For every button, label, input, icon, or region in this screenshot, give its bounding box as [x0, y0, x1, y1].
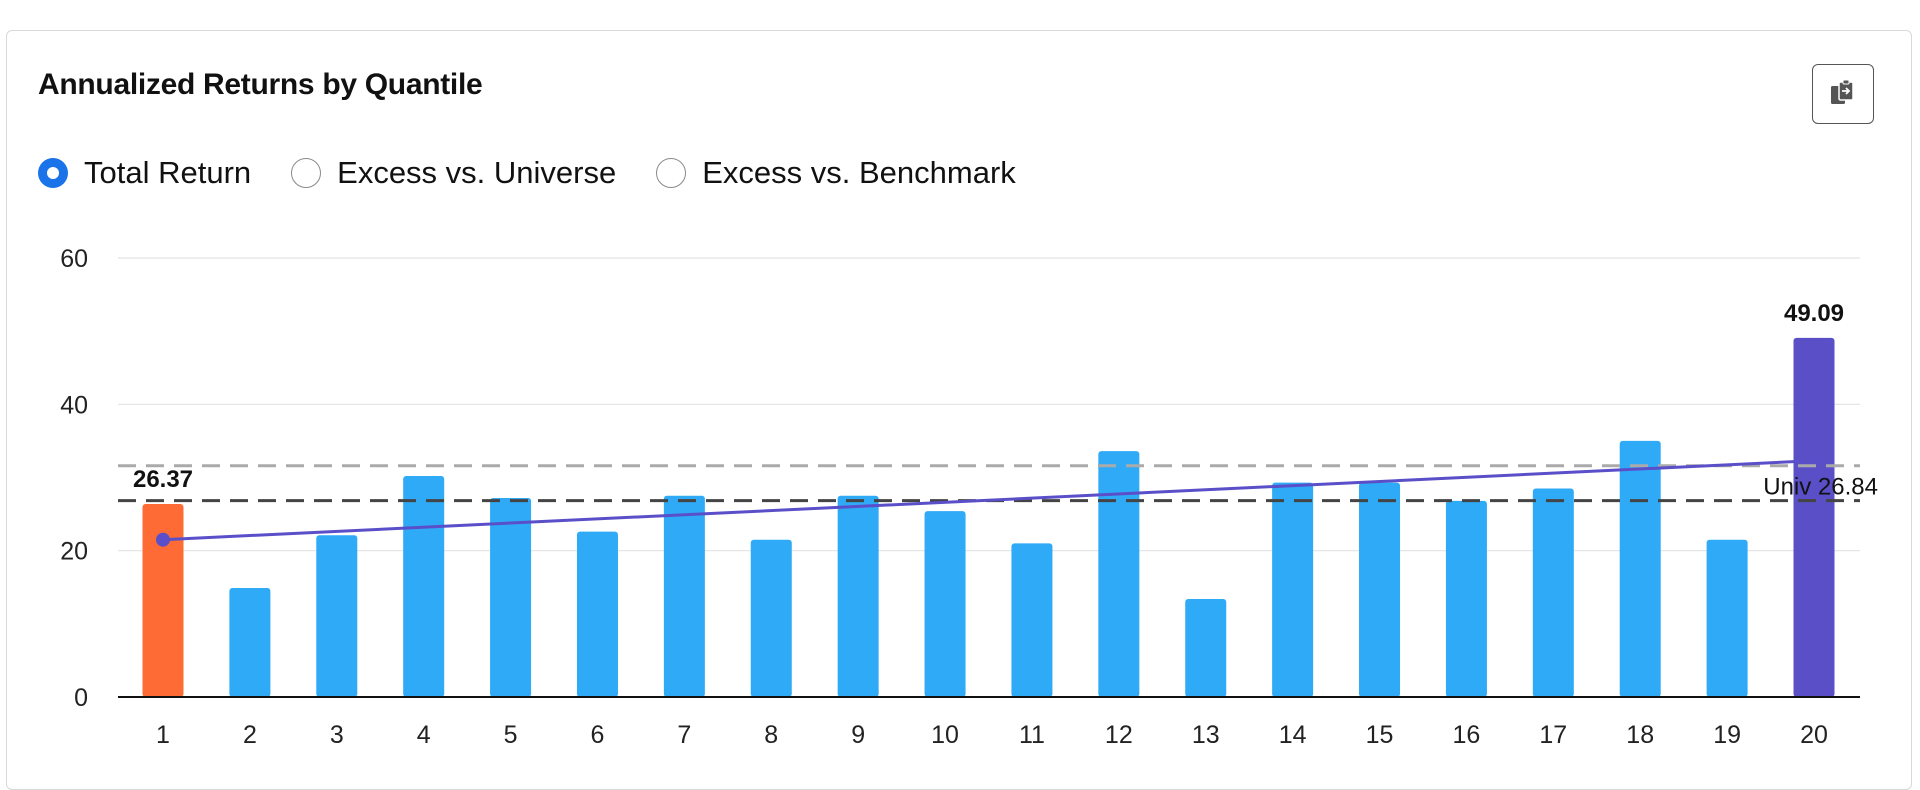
radio-excess-universe[interactable]: Excess vs. Universe	[291, 155, 616, 191]
x-tick-label: 18	[1626, 721, 1654, 749]
x-tick-label: 10	[931, 721, 959, 749]
y-tick-label: 40	[60, 391, 88, 419]
radio-label-excess-benchmark: Excess vs. Benchmark	[702, 155, 1016, 190]
x-tick-label: 16	[1453, 721, 1481, 749]
x-tick-label: 13	[1192, 721, 1220, 749]
bar	[750, 539, 792, 697]
x-tick-label: 17	[1539, 721, 1567, 749]
bar	[837, 495, 879, 697]
bar	[1098, 451, 1140, 697]
x-tick-label: 15	[1366, 721, 1394, 749]
x-tick-label: 5	[504, 721, 518, 749]
x-tick-label: 20	[1800, 721, 1828, 749]
bar	[142, 504, 184, 697]
radio-button-selected[interactable]	[38, 158, 68, 188]
reference-line-label: Univ 26.84	[1763, 474, 1878, 501]
y-tick-label: 60	[60, 245, 88, 273]
bar	[1532, 488, 1574, 697]
trend-line	[162, 459, 1815, 542]
bar	[1185, 598, 1227, 697]
bar	[403, 476, 445, 697]
chart-title: Annualized Returns by Quantile	[38, 68, 483, 101]
x-tick-label: 3	[330, 721, 344, 749]
data-label: 49.09	[1784, 300, 1844, 327]
bar	[490, 497, 532, 697]
bar	[663, 495, 705, 697]
radio-label-total-return: Total Return	[84, 155, 252, 190]
radio-button[interactable]	[291, 158, 322, 188]
bar	[1272, 482, 1314, 697]
x-tick-label: 14	[1279, 721, 1307, 749]
radio-button[interactable]	[656, 158, 687, 188]
x-tick-label: 6	[591, 721, 605, 749]
x-tick-label: 12	[1105, 721, 1133, 749]
bar	[1359, 482, 1401, 697]
data-label: 26.37	[133, 466, 193, 493]
bar	[316, 535, 358, 697]
x-tick-label: 11	[1019, 721, 1045, 749]
radio-total-return[interactable]: Total Return	[38, 155, 251, 191]
bar	[924, 511, 966, 697]
clipboard-copy-icon	[1831, 79, 1854, 104]
copy-button[interactable]	[1812, 64, 1874, 124]
return-type-radio-group: Total Return Excess vs. Universe Excess …	[38, 155, 1056, 191]
x-tick-label: 8	[764, 721, 778, 749]
y-tick-label: 20	[60, 538, 88, 566]
bar	[1011, 543, 1053, 697]
bar	[576, 531, 618, 697]
bar	[1793, 337, 1835, 697]
y-tick-label: 0	[74, 684, 88, 712]
x-tick-label: 1	[156, 721, 170, 749]
bar	[1706, 539, 1748, 697]
bar	[1619, 440, 1661, 697]
x-tick-label: 9	[851, 721, 865, 749]
x-tick-label: 2	[243, 721, 257, 749]
x-tick-label: 7	[677, 721, 691, 749]
radio-label-excess-universe: Excess vs. Universe	[337, 155, 617, 190]
bar	[1445, 500, 1487, 697]
x-tick-label: 19	[1713, 721, 1741, 749]
bar	[229, 587, 271, 697]
trend-line-marker	[156, 532, 170, 547]
radio-excess-benchmark[interactable]: Excess vs. Benchmark	[656, 155, 1016, 191]
x-tick-label: 4	[417, 721, 431, 749]
